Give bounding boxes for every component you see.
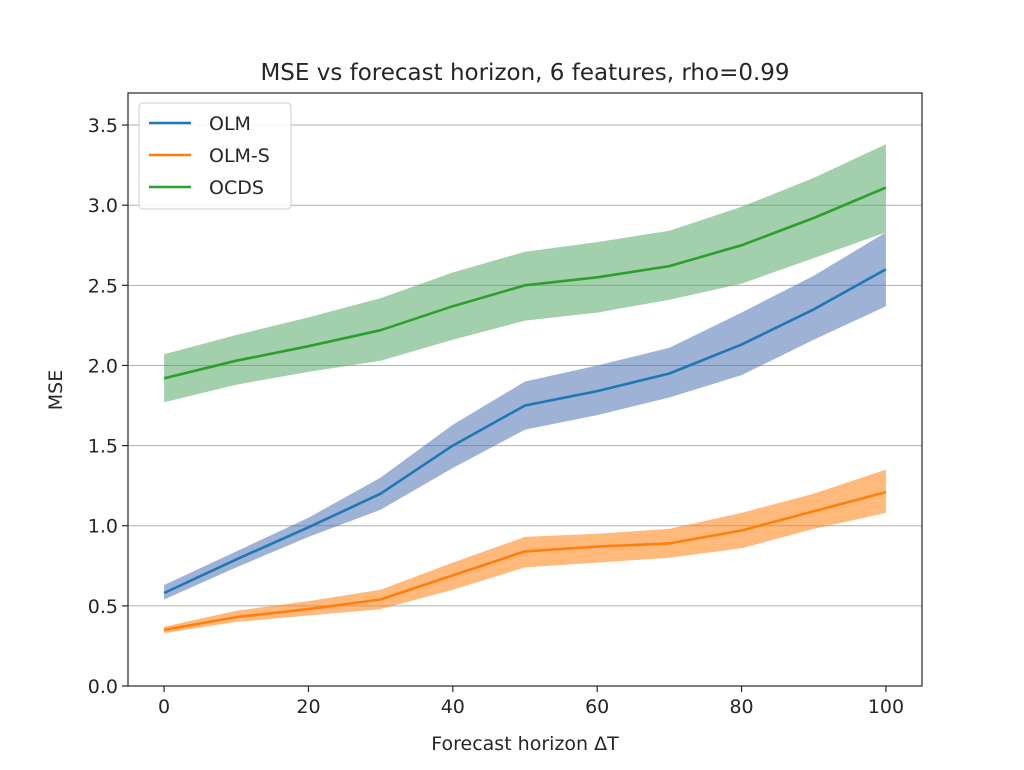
- y-axis-ticks: 0.0 0.5 1.0 1.5 2.0 2.5 3.0 3.5: [88, 115, 128, 698]
- legend: OLM OLM-S OCDS: [138, 102, 292, 210]
- y-tick-label: 0.5: [88, 596, 118, 618]
- x-tick-label: 40: [441, 696, 465, 718]
- x-axis-ticks: 0 20 40 60 80 100: [158, 686, 904, 718]
- legend-label: OCDS: [209, 177, 264, 199]
- legend-label: OLM-S: [209, 145, 270, 167]
- y-tick-label: 1.0: [88, 516, 118, 538]
- x-tick-label: 80: [729, 696, 753, 718]
- x-tick-label: 20: [296, 696, 320, 718]
- legend-label: OLM: [209, 113, 251, 135]
- x-tick-label: 0: [158, 696, 170, 718]
- line-ocds: [163, 186, 887, 380]
- y-axis-label: MSE: [45, 370, 67, 410]
- line-olm-s: [163, 490, 887, 632]
- chart-title: MSE vs forecast horizon, 6 features, rho…: [260, 60, 789, 86]
- x-axis-label: Forecast horizon ΔT: [431, 733, 619, 755]
- plot-frame: [127, 92, 923, 687]
- y-tick-label: 2.5: [88, 275, 118, 297]
- legend-box: [138, 102, 292, 210]
- y-tick-label: 3.5: [88, 115, 118, 137]
- x-tick-label: 60: [585, 696, 609, 718]
- y-tick-label: 3.0: [88, 195, 118, 217]
- x-tick-label: 100: [868, 696, 904, 718]
- y-tick-label: 0.0: [88, 676, 118, 698]
- line-olm: [163, 268, 887, 595]
- y-tick-label: 2.0: [88, 355, 118, 377]
- series-lines: [163, 186, 887, 632]
- band-olm: [164, 232, 886, 600]
- y-tick-label: 1.5: [88, 436, 118, 458]
